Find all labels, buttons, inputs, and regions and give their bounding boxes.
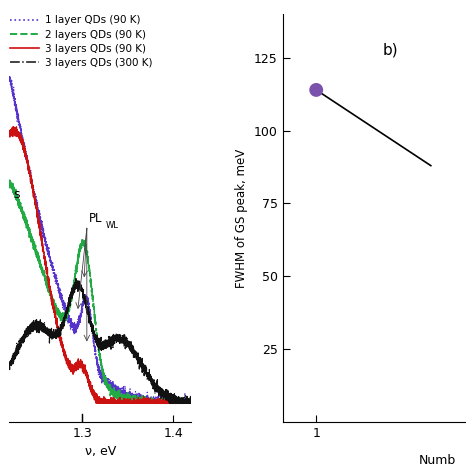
Legend: 1 layer QDs (90 K), 2 layers QDs (90 K), 3 layers QDs (90 K), 3 layers QDs (300 : 1 layer QDs (90 K), 2 layers QDs (90 K),… [6, 11, 157, 72]
Text: PL: PL [89, 212, 102, 225]
Text: WL: WL [106, 220, 119, 229]
X-axis label: ν, eV: ν, eV [85, 445, 116, 458]
Point [312, 86, 320, 94]
Text: s: s [13, 188, 19, 201]
Text: b): b) [383, 43, 398, 58]
X-axis label: Numb: Numb [419, 455, 456, 467]
Y-axis label: FWHM of GS peak, meV: FWHM of GS peak, meV [235, 148, 248, 288]
